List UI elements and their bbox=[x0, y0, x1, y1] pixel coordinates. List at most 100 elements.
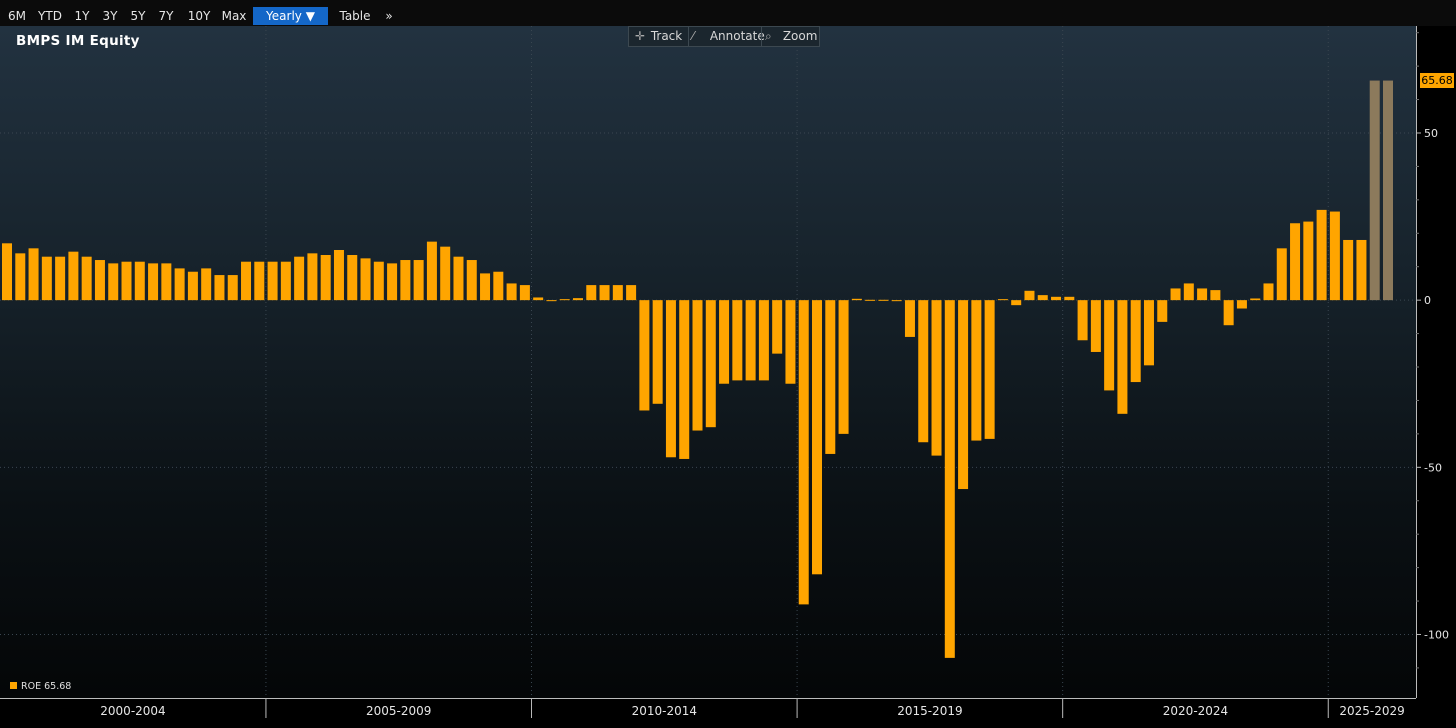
roe-bar bbox=[134, 261, 145, 301]
roe-bar bbox=[533, 297, 544, 301]
roe-bar bbox=[1130, 300, 1141, 383]
magnifier-icon: ⌕ bbox=[765, 29, 772, 43]
roe-bar bbox=[546, 300, 557, 302]
roe-bar bbox=[1157, 300, 1168, 322]
roe-bar bbox=[15, 253, 26, 301]
roe-bar bbox=[480, 273, 491, 301]
roe-bar bbox=[586, 285, 597, 301]
roe-bar bbox=[68, 251, 79, 301]
roe-bar bbox=[55, 256, 66, 301]
roe-bar bbox=[944, 300, 955, 658]
chart-tools: ✛ Track ⁄ Annotate ⌕ Zoom bbox=[628, 26, 820, 47]
pencil-icon: ⁄ bbox=[692, 29, 695, 43]
roe-bar bbox=[333, 250, 344, 301]
roe-bar bbox=[997, 299, 1008, 301]
table-button[interactable]: Table bbox=[339, 9, 371, 23]
roe-bar bbox=[1170, 288, 1181, 301]
roe-bar bbox=[1343, 239, 1354, 301]
range-5y-button[interactable]: 5Y bbox=[130, 9, 146, 23]
x-period-label: 2025-2029 bbox=[1339, 704, 1404, 718]
roe-bar bbox=[1250, 298, 1261, 301]
roe-bar bbox=[347, 255, 358, 301]
roe-bar bbox=[466, 260, 477, 301]
y-axis bbox=[1416, 26, 1456, 698]
roe-bar bbox=[1329, 211, 1340, 301]
legend-value: 65.68 bbox=[44, 681, 72, 692]
roe-bar bbox=[798, 300, 809, 605]
roe-bar bbox=[373, 261, 384, 301]
roe-bar bbox=[1104, 300, 1115, 391]
roe-bar bbox=[1276, 248, 1287, 301]
range-10y-button[interactable]: 10Y bbox=[187, 9, 211, 23]
range-6m-button[interactable]: 6M bbox=[8, 9, 26, 23]
roe-bar bbox=[599, 285, 610, 301]
roe-bar bbox=[1011, 300, 1022, 306]
legend: ROE 65.68 bbox=[10, 681, 71, 692]
legend-label: ROE bbox=[21, 681, 42, 692]
range-1y-button[interactable]: 1Y bbox=[74, 9, 90, 23]
roe-bar bbox=[41, 256, 52, 301]
roe-bar bbox=[307, 253, 318, 301]
range-7y-button[interactable]: 7Y bbox=[158, 9, 174, 23]
roe-bar bbox=[785, 300, 796, 384]
roe-bar bbox=[280, 261, 291, 301]
roe-bar bbox=[413, 260, 424, 301]
x-axis bbox=[0, 698, 1416, 728]
annotate-label: Annotate bbox=[709, 29, 765, 43]
zoom-button[interactable]: ⌕ Zoom bbox=[765, 28, 817, 45]
roe-bar bbox=[984, 300, 995, 439]
roe-bar bbox=[612, 285, 623, 301]
roe-bar bbox=[838, 300, 849, 434]
roe-bar bbox=[865, 299, 876, 301]
roe-bar bbox=[360, 258, 371, 301]
roe-bar bbox=[559, 299, 570, 301]
y-tick-label: -100 bbox=[1424, 628, 1449, 641]
roe-bar bbox=[1051, 296, 1062, 301]
roe-bar bbox=[387, 263, 398, 301]
roe-bar bbox=[639, 300, 650, 411]
roe-bar bbox=[2, 243, 12, 301]
roe-bar bbox=[1316, 209, 1327, 301]
roe-bar bbox=[28, 248, 39, 301]
roe-bar bbox=[187, 271, 198, 301]
roe-bar bbox=[241, 261, 252, 301]
range-max-button[interactable]: Max bbox=[221, 9, 247, 23]
roe-bar bbox=[732, 300, 743, 381]
track-button[interactable]: ✛ Track bbox=[635, 28, 682, 45]
roe-bar bbox=[426, 241, 437, 301]
last-value-badge: 65.68 bbox=[1420, 73, 1454, 88]
roe-bar bbox=[121, 261, 132, 301]
roe-bar bbox=[506, 283, 517, 301]
roe-bar bbox=[1263, 283, 1274, 301]
roe-bar bbox=[958, 300, 969, 490]
annotate-button[interactable]: ⁄ Annotate bbox=[692, 28, 765, 45]
roe-bar bbox=[652, 300, 663, 404]
frequency-dropdown[interactable]: Yearly ▼ bbox=[253, 7, 328, 25]
zoom-label: Zoom bbox=[782, 29, 818, 43]
roe-bar bbox=[453, 256, 464, 301]
roe-bar bbox=[878, 299, 889, 301]
roe-bar bbox=[161, 263, 172, 301]
roe-bar bbox=[1183, 283, 1194, 301]
roe-bar bbox=[148, 263, 159, 301]
x-period-label: 2020-2024 bbox=[1163, 704, 1228, 718]
roe-bar bbox=[1223, 300, 1234, 326]
roe-bar bbox=[267, 261, 278, 301]
roe-bar bbox=[931, 300, 942, 456]
range-3y-button[interactable]: 3Y bbox=[102, 9, 118, 23]
roe-bar bbox=[1064, 296, 1075, 301]
x-period-label: 2015-2019 bbox=[897, 704, 962, 718]
more-button[interactable]: » bbox=[385, 9, 393, 23]
roe-bar bbox=[1024, 290, 1035, 301]
roe-bar bbox=[81, 256, 92, 301]
roe-bar bbox=[201, 268, 212, 301]
roe-bar bbox=[94, 260, 105, 301]
estimate-bar bbox=[1383, 80, 1393, 301]
roe-bar bbox=[1090, 300, 1101, 352]
x-period-label: 2000-2004 bbox=[100, 704, 165, 718]
roe-bar bbox=[719, 300, 730, 384]
chart-title: BMPS IM Equity bbox=[16, 33, 140, 49]
range-ytd-button[interactable]: YTD bbox=[38, 9, 62, 23]
roe-bar bbox=[891, 300, 902, 302]
